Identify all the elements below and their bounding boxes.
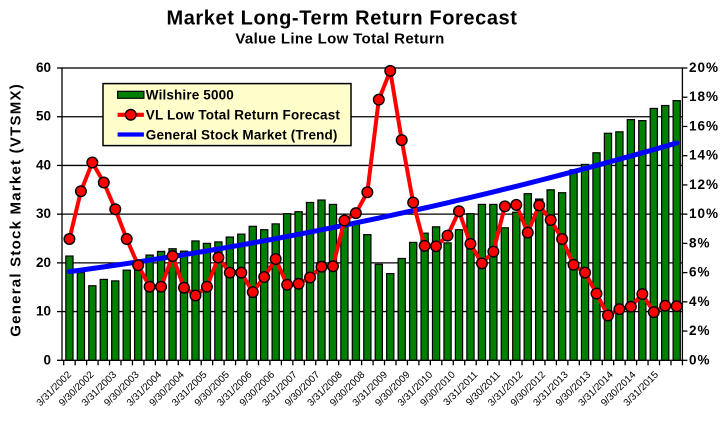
svg-text:60: 60 [36,60,51,75]
svg-text:Wilshire 5000: Wilshire 5000 [146,87,234,102]
svg-text:Value Line Low Total Return: Value Line Low Total Return [235,31,444,48]
svg-text:VL Low Total Return Forecast: VL Low Total Return Forecast [146,108,341,123]
svg-text:0%: 0% [689,352,711,367]
svg-text:16%: 16% [689,118,719,133]
svg-text:40: 40 [36,157,51,172]
svg-text:10%: 10% [689,206,719,221]
svg-text:14%: 14% [689,148,719,163]
svg-text:General Stock Market (Trend): General Stock Market (Trend) [146,127,338,142]
svg-text:10: 10 [36,304,51,319]
svg-text:30: 30 [36,206,51,221]
svg-text:50: 50 [36,109,51,124]
svg-text:Market Long-Term Return Foreca: Market Long-Term Return Forecast [166,8,517,30]
svg-text:4%: 4% [689,294,711,309]
svg-text:General Stock Market (VTSMX): General Stock Market (VTSMX) [8,83,25,337]
svg-text:20%: 20% [689,60,719,75]
svg-text:18%: 18% [689,89,719,104]
svg-text:12%: 12% [689,177,719,192]
svg-text:0: 0 [43,352,51,367]
svg-text:6%: 6% [689,265,711,280]
svg-text:2%: 2% [689,323,711,338]
svg-text:8%: 8% [689,235,711,250]
svg-text:20: 20 [36,255,51,270]
